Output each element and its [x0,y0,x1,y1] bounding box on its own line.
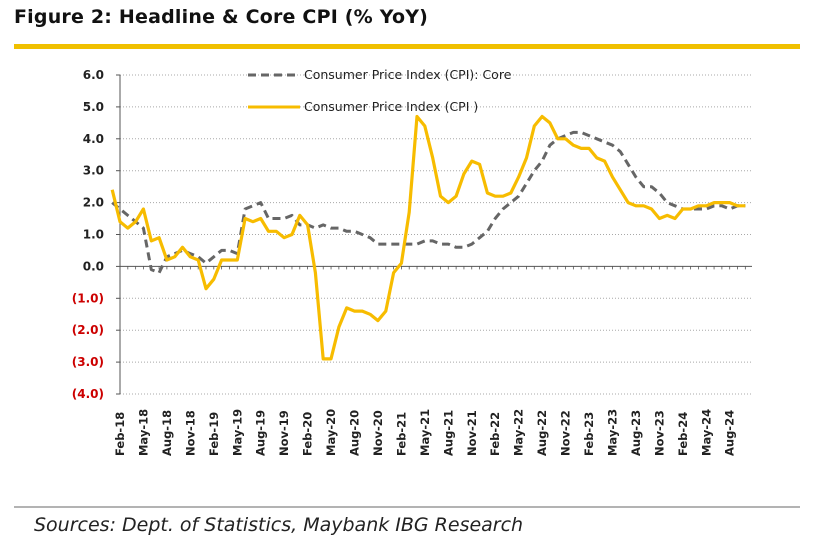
x-tick-label: Aug-18 [160,410,174,456]
y-tick-label: 6.0 [83,68,104,82]
y-tick-labels: 6.0 5.0 4.0 3.0 2.0 1.0 0.0 (1.0) (2.0) (3.0) (4.0… [72,68,104,401]
x-tick-label: Feb-23 [582,412,596,456]
x-tick-label: May-22 [512,409,526,456]
gridlines [120,74,752,395]
x-tick-label: Feb-20 [301,412,315,456]
x-tick-label: May-18 [136,409,150,456]
y-tick-label: 4.0 [83,132,104,146]
y-tick-label: 2.0 [83,196,104,210]
y-tick-label: (4.0) [72,387,104,401]
x-tick-label: Aug-24 [723,410,737,456]
core-cpi-line [111,130,746,275]
y-tick-label: 5.0 [83,100,104,114]
sources-note: Sources: Dept. of Statistics, Maybank IB… [34,514,524,536]
x-tick-label: Aug-20 [348,410,362,456]
y-tick-label: 3.0 [83,164,104,178]
x-tick-label: Nov-20 [371,410,385,456]
x-tick-labels: Feb-18 May-18 Aug-18 Nov-18 Feb-19 May-19 Aug-… [113,409,737,456]
legend-cpi-label: Consumer Price Index (CPI ) [304,99,478,114]
sources-divider [14,506,800,508]
x-tick-label: Feb-21 [394,412,408,456]
x-tick-label: May-21 [418,409,432,456]
x-tick-label: May-23 [605,409,619,456]
x-tick-label: May-19 [230,409,244,456]
y-tick-label: (1.0) [72,291,104,305]
x-tick-label: Nov-19 [277,410,291,456]
x-tick-label: Aug-21 [441,410,455,456]
x-tick-label: Feb-24 [676,412,690,456]
x-tick-label: May-20 [324,409,338,456]
y-tick-label: (3.0) [72,355,104,369]
x-tick-label: Aug-23 [629,410,643,456]
figure-title: Figure 2: Headline & Core CPI (% YoY) [14,6,429,28]
cpi-line-chart: 6.0 5.0 4.0 3.0 2.0 1.0 0.0 (1.0) (2.0) (3.0) (4.0… [72,67,752,456]
axes [116,74,752,395]
legend-core-label: Consumer Price Index (CPI): Core [304,67,512,82]
x-tick-label: Feb-19 [207,412,221,456]
y-tick-label: (2.0) [72,323,104,337]
series-lines [110,114,746,361]
x-tick-label: Nov-22 [559,410,573,456]
x-tick-label: Feb-18 [113,412,127,456]
title-accent-rule [14,44,800,49]
x-tick-label: Nov-21 [465,410,479,456]
y-tick-label: 1.0 [83,228,104,242]
x-tick-label: Nov-23 [652,410,666,456]
x-tick-label: Nov-18 [183,410,197,456]
x-tick-label: May-24 [699,409,713,456]
x-tick-label: Aug-22 [535,410,549,456]
x-tick-label: Feb-22 [488,412,502,456]
legend: Consumer Price Index (CPI): Core Consumer… [248,67,512,114]
y-tick-label: 0.0 [83,259,104,273]
x-tick-label: Aug-19 [254,410,268,456]
headline-cpi-line [110,114,746,361]
